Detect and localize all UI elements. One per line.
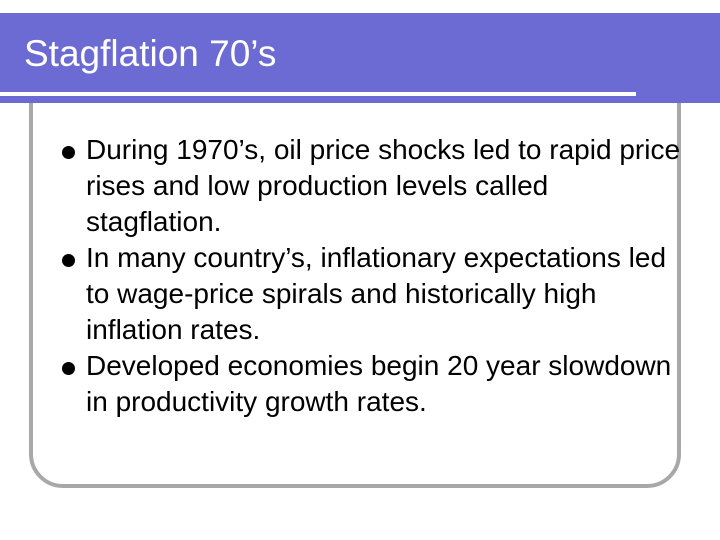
bullet-dot-icon [62,146,75,159]
bullet-item: In many country’s, inflationary expectat… [42,240,682,348]
bullet-text: In many country’s, inflationary expectat… [86,242,667,345]
bullet-dot-icon [62,362,75,375]
bullet-item: Developed economies begin 20 year slowdo… [42,348,682,420]
title-underline [0,92,636,96]
title-layer: Stagflation 70’s [0,0,720,110]
bullet-list: During 1970’s, oil price shocks led to r… [42,132,682,420]
bullet-item: During 1970’s, oil price shocks led to r… [42,132,682,240]
bullet-text: During 1970’s, oil price shocks led to r… [86,134,681,237]
bullet-dot-icon [62,254,75,267]
bullet-text: Developed economies begin 20 year slowdo… [86,350,672,417]
title-bar [0,13,720,103]
slide-title: Stagflation 70’s [24,33,277,74]
